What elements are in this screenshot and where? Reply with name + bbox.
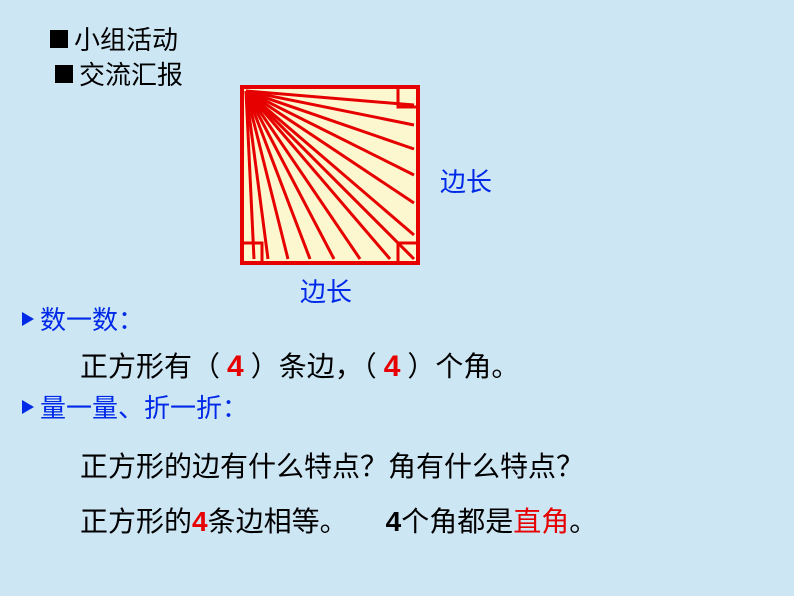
number-sides: 4 <box>227 350 244 383</box>
square-bullet-icon <box>50 30 68 48</box>
bullet-text: 小组活动 <box>74 20 178 57</box>
sentence-count: 正方形有（ 4 ）条边，（ 4 ）个角。 <box>80 345 519 385</box>
arrow-text: 数一数： <box>40 300 144 337</box>
bullet-report: 交流汇报 <box>55 55 183 92</box>
bullet-text: 交流汇报 <box>79 55 183 92</box>
square-bullet-icon <box>55 65 73 83</box>
arrow-text: 量一量、折一折： <box>40 388 248 425</box>
square-diagram <box>240 85 420 265</box>
arrow-icon <box>22 312 34 326</box>
sentence-question: 正方形的边有什么特点？角有什么特点？ <box>80 445 584 485</box>
number-angles: 4 <box>384 350 401 383</box>
red-4a: 4 <box>192 506 208 537</box>
red-right-angle: 直角 <box>513 507 569 538</box>
arrow-count: 数一数： <box>22 300 144 337</box>
black-4: 4 <box>386 506 402 537</box>
label-side-bottom: 边长 <box>300 272 352 309</box>
arrow-icon <box>22 400 34 414</box>
arrow-measure: 量一量、折一折： <box>22 388 248 425</box>
sentence-properties: 正方形的4条边相等。 4个角都是直角。 <box>80 500 597 540</box>
label-side-right: 边长 <box>440 162 492 199</box>
bullet-group-activity: 小组活动 <box>50 20 178 57</box>
